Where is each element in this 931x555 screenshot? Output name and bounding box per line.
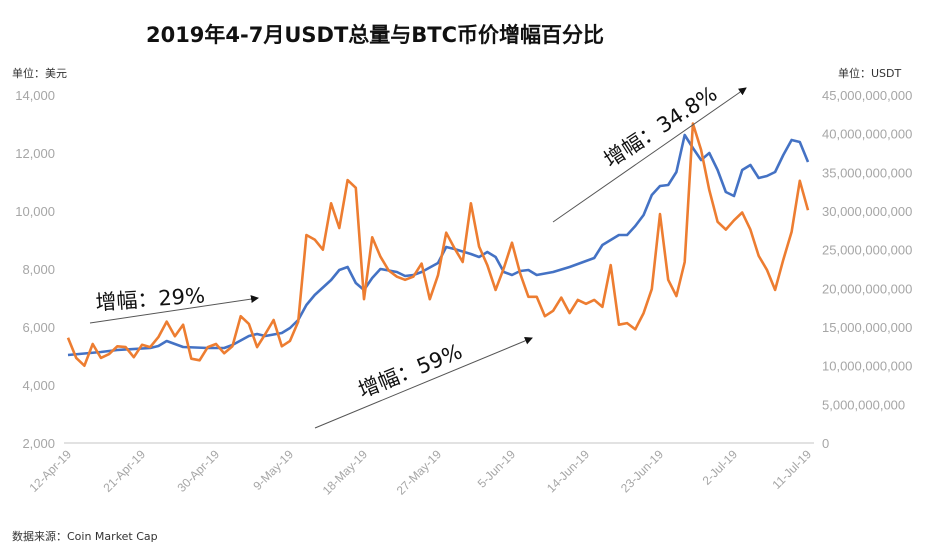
left-tick-label: 4,000 [22, 378, 55, 393]
series-group [66, 122, 810, 368]
left-tick-label: 6,000 [22, 320, 55, 335]
annotation-arrow-59 [314, 336, 533, 429]
x-tick-label: 9-May-19 [250, 447, 296, 493]
chart-title: 2019年4-7月USDT总量与BTC币价增幅百分比 [146, 23, 604, 47]
annotation-arrow-34-8 [552, 87, 747, 223]
x-tick-label: 11-Jul-19 [769, 447, 814, 492]
source-note: 数据来源：Coin Market Cap [12, 529, 158, 543]
right-tick-label: 40,000,000,000 [822, 127, 912, 142]
x-tick-label: 12-Apr-19 [26, 447, 74, 495]
right-tick-label: 35,000,000,000 [822, 165, 912, 180]
left-axis-unit: 单位：美元 [12, 66, 67, 80]
right-tick-label: 0 [822, 436, 829, 451]
right-tick-label: 45,000,000,000 [822, 88, 912, 103]
annotation-text-29: 增幅：29% [95, 283, 206, 315]
annotation-29: 增幅：29% [89, 283, 259, 324]
x-tick-label: 27-May-19 [394, 447, 445, 498]
x-tick-label: 18-May-19 [320, 447, 371, 498]
x-tick-label: 14-Jun-19 [544, 447, 592, 495]
left-tick-label: 2,000 [22, 436, 55, 451]
x-tick-label: 5-Jun-19 [475, 447, 519, 491]
left-tick-label: 14,000 [15, 88, 55, 103]
x-axis-ticks: 12-Apr-19 21-Apr-19 30-Apr-19 9-May-19 18-Ma… [26, 447, 814, 498]
x-tick-label: 21-Apr-19 [100, 447, 148, 495]
x-tick-label: 30-Apr-19 [174, 447, 222, 495]
annotation-text-59: 增幅：59% [355, 339, 466, 402]
left-tick-label: 8,000 [22, 262, 55, 277]
right-tick-label: 10,000,000,000 [822, 359, 912, 374]
series-line-left-axis [67, 133, 810, 357]
right-tick-label: 15,000,000,000 [822, 320, 912, 335]
left-axis-ticks: 2,000 4,000 6,000 8,000 10,000 12,000 14,000 [15, 88, 55, 451]
left-tick-label: 12,000 [15, 146, 55, 161]
x-tick-label: 23-Jun-19 [618, 447, 666, 495]
right-axis-unit: 单位：USDT [838, 66, 902, 80]
left-tick-label: 10,000 [15, 204, 55, 219]
right-tick-label: 25,000,000,000 [822, 243, 912, 258]
right-tick-label: 20,000,000,000 [822, 281, 912, 296]
right-tick-label: 30,000,000,000 [822, 204, 912, 219]
annotation-59: 增幅：59% [314, 336, 533, 429]
annotation-arrow-29 [89, 295, 259, 324]
right-tick-label: 5,000,000,000 [822, 397, 905, 412]
series-line-right-axis [66, 122, 810, 368]
right-axis-ticks: 0 5,000,000,000 10,000,000,000 15,000,000,0… [822, 88, 912, 451]
x-tick-label: 2-Jul-19 [700, 447, 741, 488]
